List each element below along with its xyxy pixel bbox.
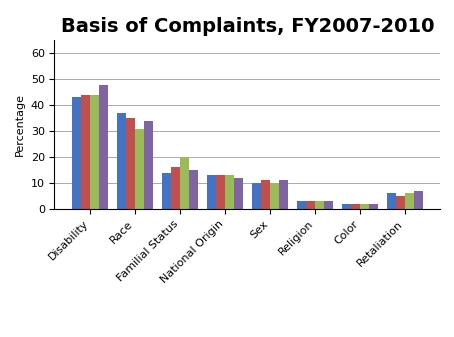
Bar	[315, 201, 324, 209]
Bar	[369, 204, 378, 209]
Bar	[126, 118, 135, 209]
Bar	[216, 175, 225, 209]
Bar	[261, 180, 270, 209]
Bar	[225, 175, 234, 209]
Bar	[189, 170, 198, 209]
Bar	[252, 183, 261, 209]
Bar	[414, 191, 423, 209]
Bar	[387, 193, 396, 209]
Bar	[279, 180, 288, 209]
Bar	[270, 183, 279, 209]
Bar	[99, 85, 108, 209]
Bar	[180, 157, 189, 209]
Bar	[72, 97, 81, 209]
Legend: 2007, 2008, 2009, 2010: 2007, 2008, 2009, 2010	[137, 336, 358, 337]
Bar	[171, 167, 180, 209]
Bar	[351, 204, 360, 209]
Bar	[306, 201, 315, 209]
Bar	[234, 178, 243, 209]
Bar	[207, 175, 216, 209]
Bar	[324, 201, 333, 209]
Title: Basis of Complaints, FY2007-2010: Basis of Complaints, FY2007-2010	[61, 17, 434, 36]
Bar	[297, 201, 306, 209]
Bar	[162, 173, 171, 209]
Bar	[360, 204, 369, 209]
Bar	[396, 196, 405, 209]
Y-axis label: Percentage: Percentage	[15, 93, 25, 156]
Bar	[90, 95, 99, 209]
Bar	[117, 113, 126, 209]
Bar	[342, 204, 351, 209]
Bar	[405, 193, 414, 209]
Bar	[135, 129, 144, 209]
Bar	[81, 95, 90, 209]
Bar	[144, 121, 153, 209]
